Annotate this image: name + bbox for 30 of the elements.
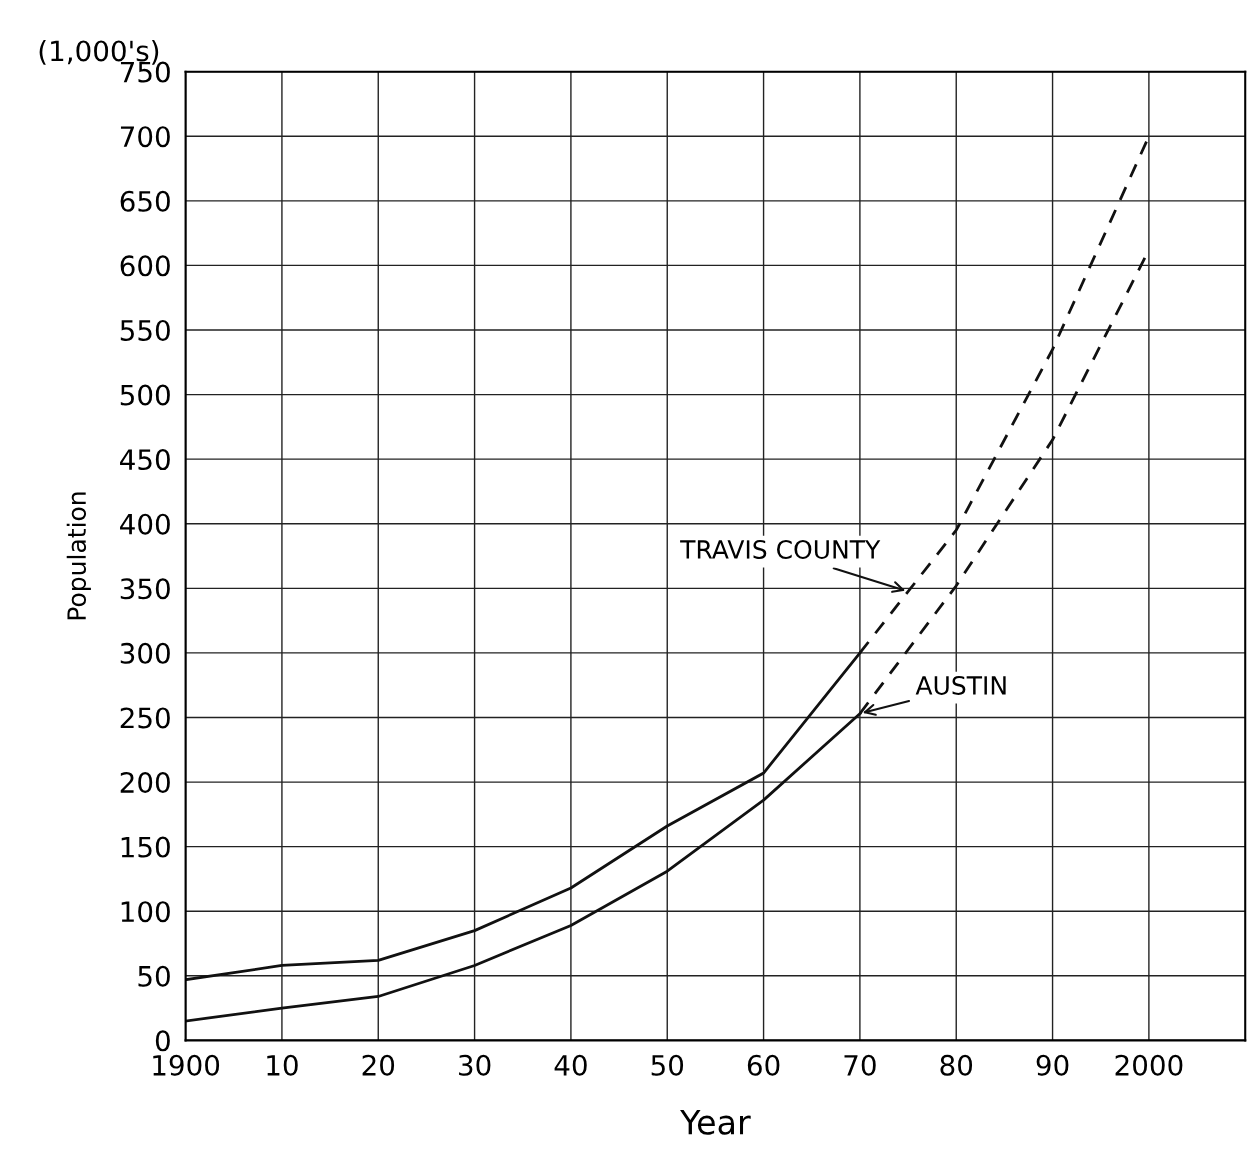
x-tick-label: 60 — [747, 1054, 780, 1076]
y-tick-label: 300 — [120, 642, 170, 664]
x-tick-label: 30 — [459, 1054, 491, 1076]
x-tick-label: 90 — [1036, 1054, 1069, 1076]
x-tick-label: 70 — [844, 1054, 876, 1076]
x-tick-label: 40 — [554, 1054, 587, 1076]
y-tick-label: 50 — [138, 965, 170, 987]
y-tick-label: 500 — [120, 384, 170, 406]
y-tick-label: 400 — [120, 513, 170, 535]
x-axis-title: Year — [680, 1109, 751, 1135]
x-tick-label: 10 — [267, 1054, 298, 1076]
y-tick-label: 150 — [121, 836, 170, 858]
annotation: AUSTIN — [915, 675, 1006, 695]
y-axis-title: Population — [66, 492, 91, 620]
y-tick-label: 550 — [120, 319, 170, 341]
annotation: TRAVIS COUNTY — [680, 540, 881, 559]
y-tick-label: 450 — [120, 449, 170, 471]
y-tick-label: 200 — [120, 772, 170, 794]
x-tick-label: 80 — [940, 1054, 973, 1076]
x-tick-label: 20 — [362, 1054, 395, 1076]
y-tick-label: 600 — [120, 255, 170, 277]
x-tick-label: 1900 — [153, 1054, 220, 1076]
y-tick-label: 100 — [121, 901, 170, 923]
y-tick-label: 250 — [120, 707, 170, 729]
y-tick-label: 0 — [155, 1030, 170, 1052]
y-tick-label: 700 — [120, 126, 170, 148]
y-tick-label: 350 — [120, 578, 170, 600]
x-tick-label: 2000 — [1115, 1054, 1183, 1076]
y-tick-label: 650 — [120, 190, 170, 212]
x-tick-label: 50 — [651, 1054, 684, 1076]
